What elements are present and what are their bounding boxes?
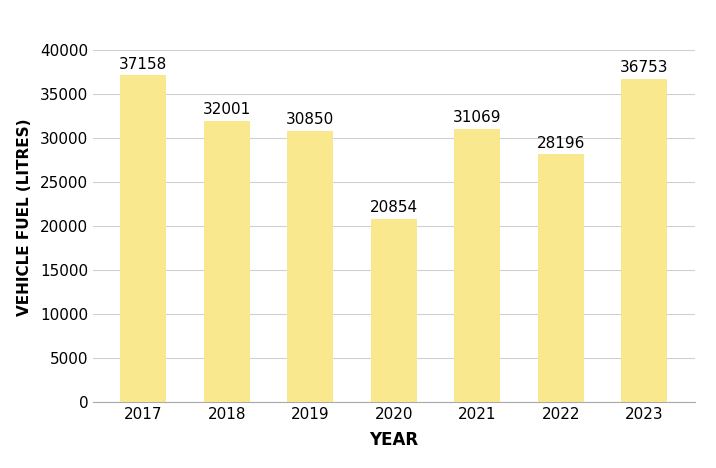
- Bar: [204, 121, 250, 402]
- Text: 20854: 20854: [369, 200, 418, 215]
- Y-axis label: VEHICLE FUEL (LITRES): VEHICLE FUEL (LITRES): [16, 119, 32, 316]
- Bar: [621, 79, 667, 402]
- Text: 28196: 28196: [536, 136, 585, 151]
- Bar: [538, 154, 584, 402]
- Text: 30850: 30850: [286, 112, 334, 127]
- Text: 32001: 32001: [203, 102, 251, 117]
- Bar: [287, 131, 333, 402]
- Bar: [120, 75, 166, 402]
- Text: 37158: 37158: [120, 57, 168, 72]
- Bar: [455, 129, 500, 402]
- Text: 31069: 31069: [453, 110, 501, 125]
- Bar: [371, 219, 417, 402]
- Text: 36753: 36753: [620, 60, 669, 75]
- X-axis label: YEAR: YEAR: [369, 431, 418, 449]
